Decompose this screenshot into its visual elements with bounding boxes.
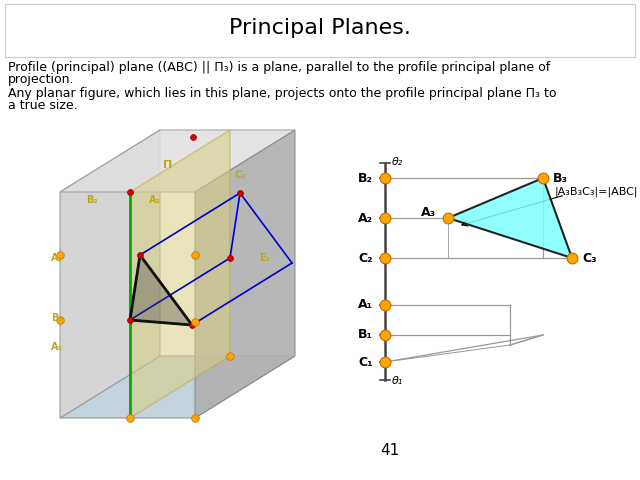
Point: [190, 414, 200, 422]
Text: 41: 41: [380, 443, 399, 458]
Text: B₂: B₂: [86, 195, 98, 205]
Point: [125, 316, 135, 324]
Text: A₂: A₂: [149, 195, 161, 205]
Point: [538, 174, 548, 182]
Point: [380, 214, 390, 222]
Point: [190, 251, 200, 259]
Polygon shape: [448, 178, 572, 258]
Point: [187, 321, 197, 329]
Text: A₂: A₂: [51, 253, 63, 263]
Polygon shape: [60, 130, 160, 418]
Text: B₁: B₁: [358, 328, 373, 341]
Text: |A₃B₃C₃|=|ABC|: |A₃B₃C₃|=|ABC|: [555, 187, 639, 197]
Text: C₃: C₃: [582, 252, 596, 264]
FancyBboxPatch shape: [5, 4, 635, 57]
Text: A₁: A₁: [358, 299, 373, 312]
Point: [135, 251, 145, 259]
Point: [55, 251, 65, 259]
Text: Any planar figure, which lies in this plane, projects onto the profile principal: Any planar figure, which lies in this pl…: [8, 87, 557, 100]
Point: [55, 316, 65, 324]
Text: A₃: A₃: [421, 205, 436, 218]
Text: B₃: B₃: [553, 171, 568, 184]
Text: Principal Planes.: Principal Planes.: [229, 19, 411, 38]
Point: [188, 133, 198, 141]
Polygon shape: [60, 130, 295, 192]
Polygon shape: [60, 356, 295, 418]
Point: [380, 301, 390, 309]
Polygon shape: [130, 255, 192, 325]
Text: B₃: B₃: [51, 313, 63, 323]
Point: [380, 358, 390, 366]
Point: [225, 254, 235, 262]
Point: [235, 189, 245, 197]
Point: [190, 318, 200, 326]
Text: Profile (principal) plane ((ABC) || Π₃) is a plane, parallel to the profile prin: Profile (principal) plane ((ABC) || Π₃) …: [8, 61, 550, 74]
Text: Π: Π: [163, 160, 173, 170]
Point: [190, 414, 200, 422]
Point: [225, 352, 235, 360]
Point: [380, 331, 390, 339]
Text: θ₂: θ₂: [392, 157, 403, 167]
Point: [380, 254, 390, 262]
Text: C₂: C₂: [234, 170, 246, 180]
Text: E₃: E₃: [260, 253, 271, 263]
Point: [125, 414, 135, 422]
Text: A₃: A₃: [51, 342, 63, 352]
Text: projection.: projection.: [8, 73, 74, 86]
Point: [125, 414, 135, 422]
Point: [125, 188, 135, 196]
Text: B₂: B₂: [358, 171, 373, 184]
Text: A₂: A₂: [358, 212, 373, 225]
Text: θ₁: θ₁: [392, 376, 403, 386]
Point: [225, 352, 235, 360]
Text: a true size.: a true size.: [8, 99, 77, 112]
Text: C₂: C₂: [358, 252, 373, 264]
Point: [443, 214, 453, 222]
Text: C₁: C₁: [358, 356, 373, 369]
Point: [567, 254, 577, 262]
Polygon shape: [130, 130, 230, 418]
Polygon shape: [195, 130, 295, 418]
Point: [380, 174, 390, 182]
